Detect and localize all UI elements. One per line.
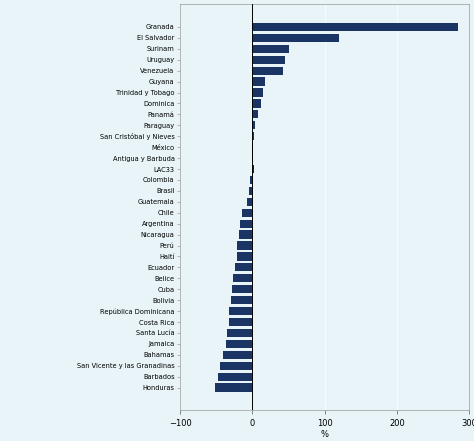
Bar xyxy=(252,99,261,108)
Bar xyxy=(233,274,252,282)
Bar xyxy=(239,231,252,239)
Bar xyxy=(228,318,252,326)
Bar xyxy=(252,45,289,53)
Bar xyxy=(237,252,252,261)
Bar xyxy=(235,263,252,272)
Bar xyxy=(231,296,252,304)
Bar xyxy=(215,384,252,392)
Bar xyxy=(252,110,258,119)
Bar xyxy=(252,89,263,97)
Bar xyxy=(232,285,252,293)
Bar xyxy=(223,351,252,359)
Bar xyxy=(242,209,252,217)
X-axis label: %: % xyxy=(321,430,328,438)
Bar xyxy=(252,132,254,140)
Bar xyxy=(220,362,252,370)
Bar xyxy=(252,67,283,75)
Bar xyxy=(252,165,254,173)
Bar xyxy=(252,34,339,42)
Bar xyxy=(226,340,252,348)
Bar xyxy=(247,198,252,206)
Bar xyxy=(240,220,252,228)
Bar xyxy=(252,23,458,31)
Bar xyxy=(252,143,253,151)
Bar xyxy=(252,56,285,64)
Bar xyxy=(252,121,255,129)
Bar xyxy=(252,78,265,86)
Bar xyxy=(249,187,252,195)
Bar xyxy=(227,329,252,337)
Bar xyxy=(237,241,252,250)
Bar xyxy=(218,373,252,381)
Bar xyxy=(229,307,252,315)
Bar xyxy=(249,176,252,184)
